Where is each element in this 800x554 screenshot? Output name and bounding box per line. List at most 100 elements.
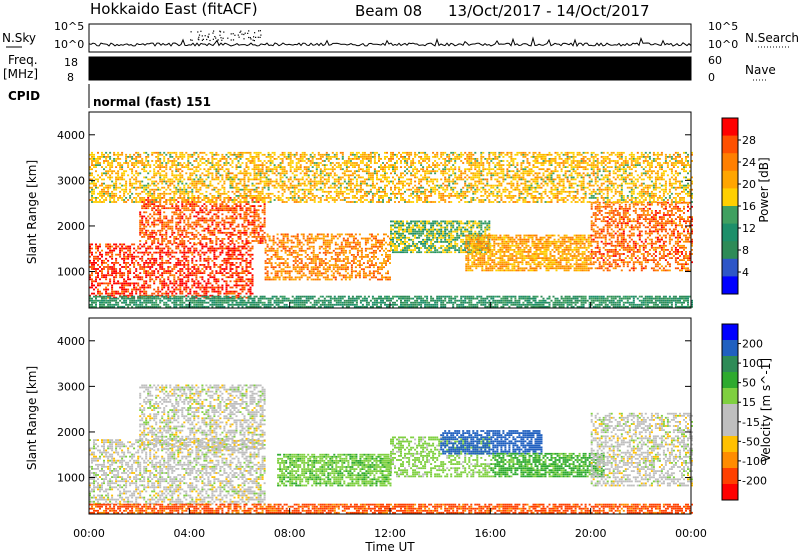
echo-cell: [535, 269, 538, 272]
echo-cell: [229, 233, 232, 236]
echo-cell: [261, 197, 264, 199]
echo-cell: [249, 205, 252, 207]
echo-cell: [350, 272, 353, 275]
echo-cell: [525, 242, 528, 245]
echo-cell: [141, 221, 144, 224]
echo-cell: [223, 221, 226, 224]
echo-cell: [111, 251, 114, 254]
echo-cell: [448, 232, 451, 235]
echo-cell: [575, 259, 578, 261]
echo-cell: [310, 266, 313, 269]
echo-cell: [581, 265, 584, 268]
echo-cell: [153, 221, 156, 224]
echo-cell: [418, 232, 421, 235]
echo-cell: [565, 236, 568, 239]
echo-cell: [612, 222, 615, 225]
echo-cell: [432, 224, 435, 227]
echo-cell: [203, 207, 206, 210]
echo-cell: [263, 203, 266, 205]
echo-cell: [543, 244, 546, 247]
echo-cell: [217, 296, 220, 299]
echo-cell: [648, 253, 651, 255]
echo-cell: [125, 268, 128, 270]
echo-cell: [379, 262, 381, 264]
echo-cell: [547, 244, 550, 247]
echo-cell: [123, 292, 126, 295]
nsky-strip: N.Sky 10^5 10^0 10^5 10^0 N.Search: [2, 20, 799, 53]
echo-cell: [298, 278, 301, 281]
echo-cell: [368, 260, 371, 262]
echo-cell: [456, 249, 459, 251]
echo-cell: [314, 274, 317, 277]
echo-cell: [476, 226, 479, 229]
echo-cell: [223, 280, 226, 283]
echo-cell: [467, 265, 470, 268]
echo-cell: [612, 251, 615, 253]
echo-cell: [547, 240, 550, 243]
echo-cell: [101, 292, 103, 295]
echo-cell: [143, 215, 146, 218]
echo-cell: [157, 240, 160, 242]
echo-cell: [446, 247, 449, 249]
echo-cell: [507, 261, 510, 264]
echo-cell: [195, 270, 198, 272]
echo-cell: [467, 253, 470, 255]
echo-cell: [464, 241, 467, 243]
echo-cell: [308, 272, 311, 275]
echo-cell: [115, 272, 118, 274]
echo-cell: [616, 230, 619, 233]
echo-cell: [171, 294, 174, 297]
echo-cell: [513, 269, 516, 272]
echo-cell: [153, 231, 156, 234]
nsearch-point: [198, 36, 200, 38]
echo-cell: [610, 216, 613, 218]
echo-cell: [153, 219, 156, 222]
echo-cell: [312, 251, 315, 254]
echo-cell: [377, 247, 379, 250]
echo-cell: [396, 249, 398, 251]
echo-cell: [249, 294, 252, 297]
echo-cell: [251, 215, 254, 218]
echo-cell: [175, 223, 178, 226]
echo-cell: [533, 255, 536, 257]
echo-cell: [458, 220, 461, 223]
echo-cell: [626, 265, 629, 268]
echo-cell: [551, 249, 554, 251]
echo-cell: [276, 256, 279, 258]
echo-cell: [644, 259, 647, 261]
echo-cell: [539, 236, 542, 239]
echo-cell: [426, 238, 429, 241]
echo-cell: [306, 266, 309, 269]
echo-cell: [414, 249, 417, 251]
echo-cell: [95, 286, 97, 289]
echo-cell: [163, 223, 166, 226]
echo-cell: [519, 269, 522, 272]
echo-cell: [231, 264, 234, 266]
echo-cell: [290, 278, 293, 281]
echo-cell: [519, 257, 522, 259]
echo-cell: [147, 219, 150, 222]
echo-cell: [545, 251, 548, 253]
echo-cell: [444, 249, 447, 251]
echo-cell: [614, 226, 617, 229]
echo-cell: [241, 217, 244, 220]
echo-cell: [465, 236, 468, 239]
echo-cell: [418, 224, 421, 227]
echo-cell: [247, 245, 250, 248]
echo-cell: [471, 238, 474, 241]
echo-cell: [235, 247, 238, 250]
echo-cell: [316, 266, 319, 269]
echo-cell: [450, 251, 453, 254]
echo-cell: [179, 270, 182, 272]
echo-cell: [251, 292, 254, 295]
echo-cell: [505, 261, 508, 264]
echo-cell: [501, 236, 504, 239]
echo-cell: [460, 226, 463, 229]
echo-cell: [257, 240, 260, 242]
echo-cell: [545, 240, 548, 243]
echo-cell: [243, 211, 246, 214]
echo-cell: [219, 229, 222, 232]
echo-cell: [596, 242, 599, 245]
echo-cell: [628, 214, 631, 216]
echo-cell: [155, 290, 158, 293]
